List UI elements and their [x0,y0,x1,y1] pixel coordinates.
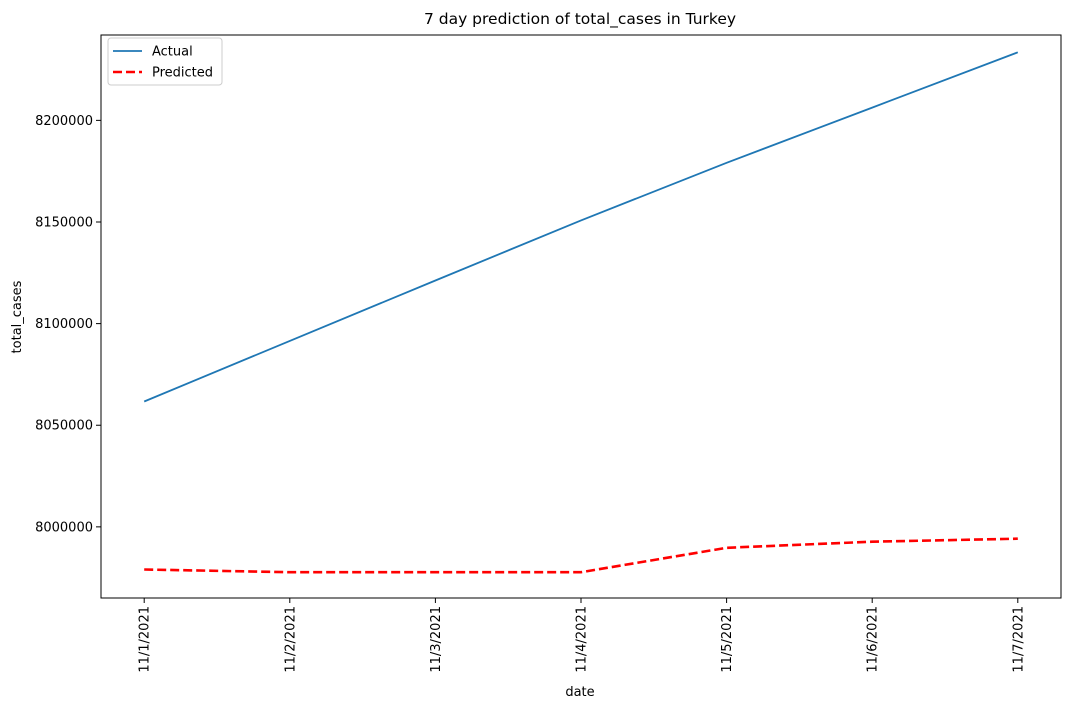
x-tick-label: 11/6/2021 [866,606,881,673]
x-tick-label: 11/5/2021 [720,606,735,673]
x-axis-label: date [565,685,594,700]
data-point-actual [726,162,728,164]
data-point-predicted [434,571,436,573]
data-point-predicted [726,547,728,549]
data-point-actual [289,340,291,342]
data-point-actual [1017,51,1019,53]
x-tick-label: 11/2/2021 [283,606,298,673]
series-line-actual [143,51,1019,403]
legend-box [107,37,223,86]
data-point-predicted [143,569,145,571]
y-axis-label: total_cases [10,280,25,353]
chart-title: 7 day prediction of total_cases in Turke… [424,10,736,29]
x-tick-label: 11/1/2021 [138,606,153,673]
plot-area: 8000000 8050000 8100000 8150000 8200000 11/1/… [35,34,1062,673]
y-tick-label: 8050000 [35,419,93,434]
data-point-actual [580,219,582,221]
data-point-actual [143,400,145,402]
legend-label-predicted: Predicted [152,66,213,81]
y-tick-label: 8150000 [35,215,93,230]
data-point-predicted [289,571,291,573]
data-point-predicted [580,571,582,573]
legend-label-actual: Actual [152,45,193,60]
data-point-actual [434,280,436,282]
legend: Actual Predicted [107,37,223,86]
y-tick-label: 8100000 [35,317,93,332]
y-tick-label: 8200000 [35,114,93,129]
data-point-actual [871,107,873,109]
x-tick-label: 11/7/2021 [1011,606,1026,673]
data-point-predicted [1017,538,1019,540]
x-tick-label: 11/4/2021 [575,606,590,673]
series-line-predicted [144,537,1018,574]
x-tick-label: 11/3/2021 [429,606,444,673]
plot-frame [100,34,1062,599]
y-tick-label: 8000000 [35,520,93,535]
data-point-predicted [871,541,873,543]
